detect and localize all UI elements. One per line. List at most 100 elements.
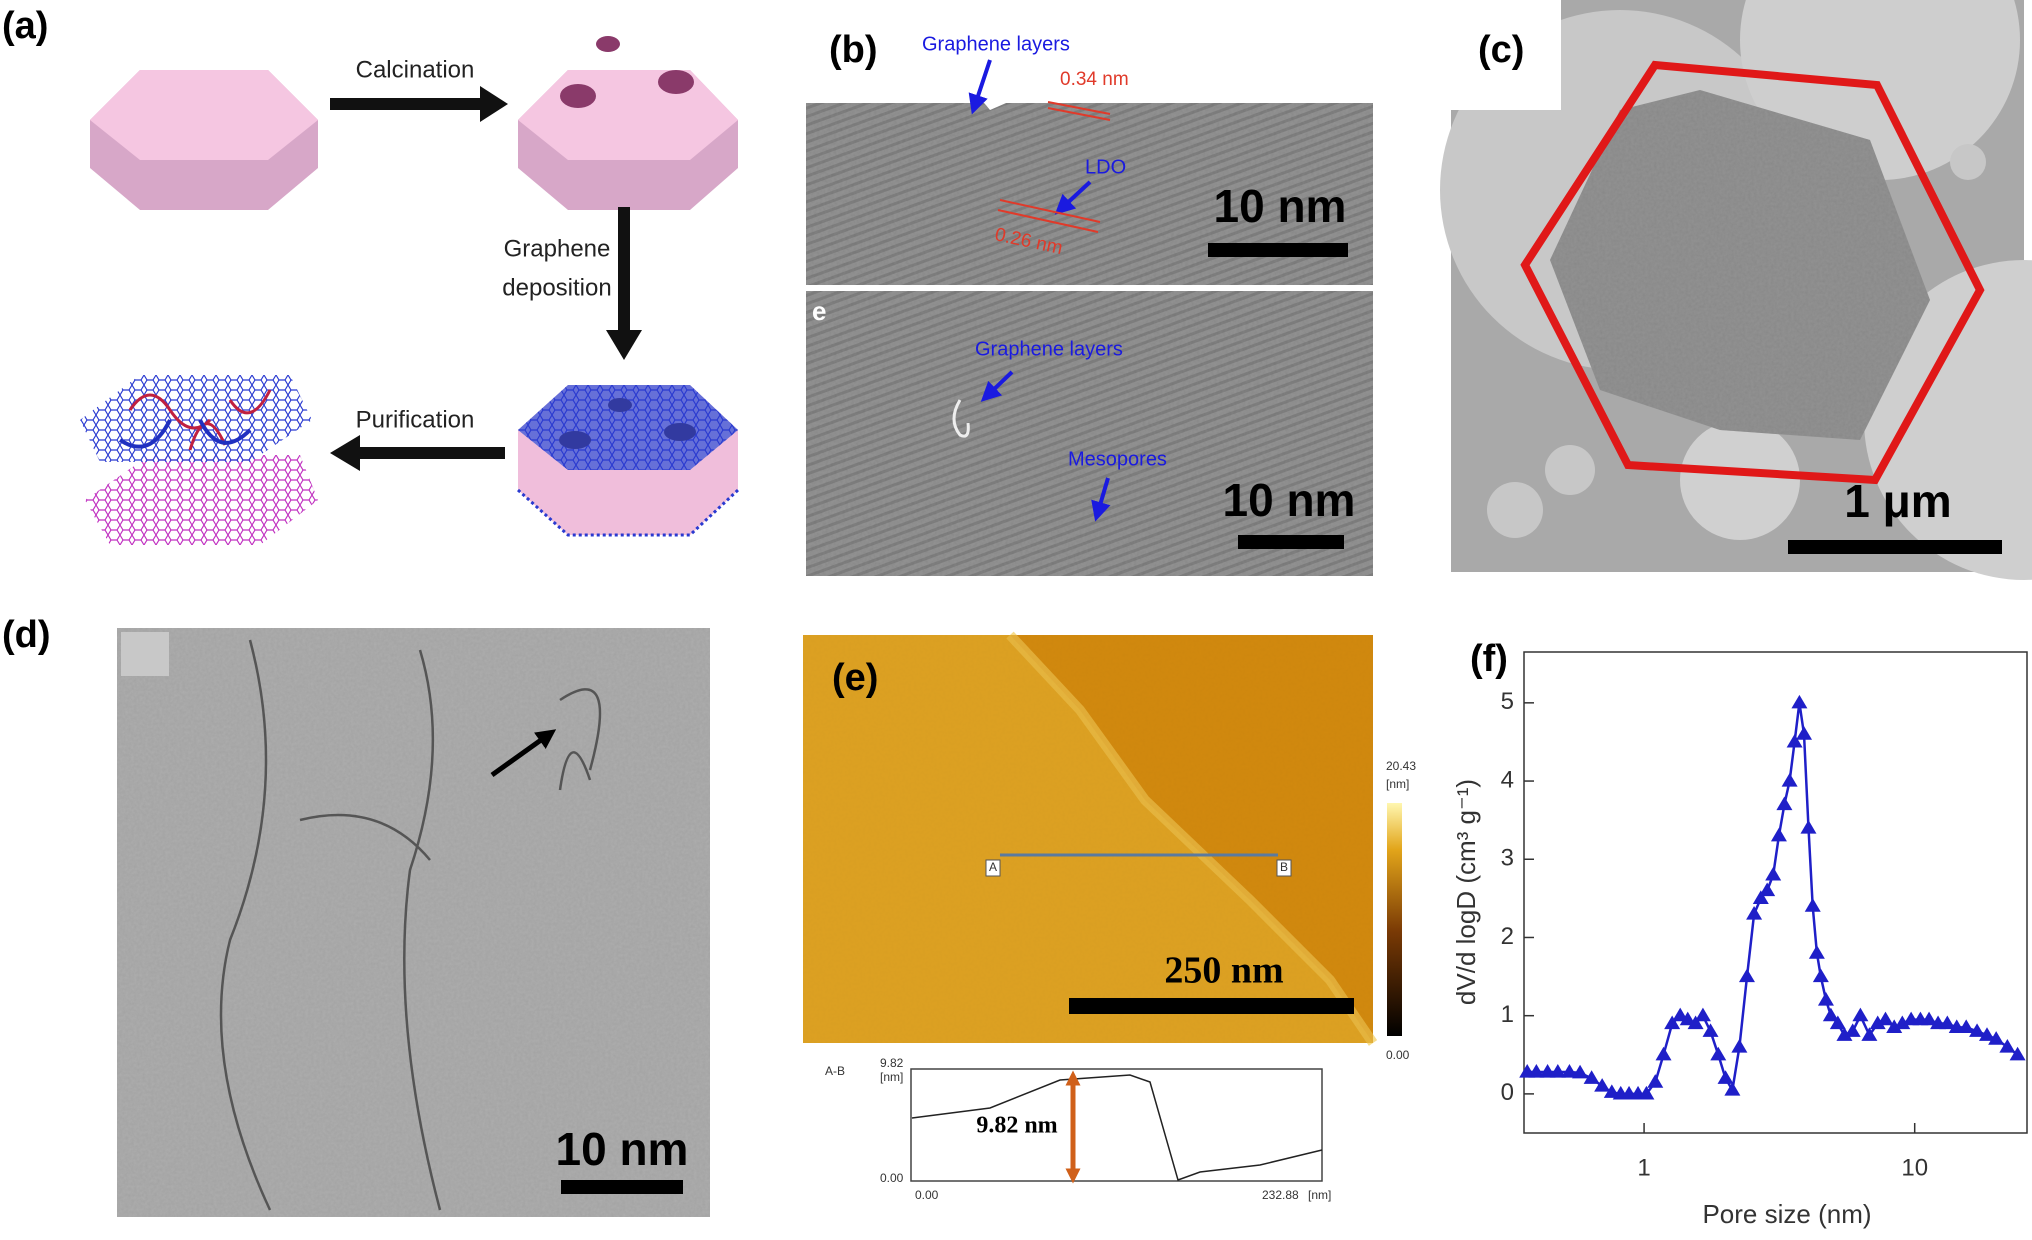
profile-tick: 0.00 bbox=[880, 1171, 904, 1185]
colorbar-label: 0.00 bbox=[1386, 1048, 1410, 1062]
tem-texture bbox=[806, 291, 1373, 576]
data-point bbox=[1710, 1046, 1727, 1061]
data-point bbox=[1861, 1027, 1878, 1041]
x-tick-label: 1 bbox=[1637, 1154, 1650, 1181]
pointer bbox=[968, 59, 992, 115]
porous-prism bbox=[518, 36, 738, 210]
data-point bbox=[1776, 796, 1793, 811]
hexagon-prism bbox=[90, 70, 318, 210]
panel-b: (b) Graphene layers 0.34 nm LDO 0.26 nm … bbox=[790, 0, 1373, 576]
colorbar-label: 20.43 bbox=[1386, 759, 1416, 773]
y-tick-label: 4 bbox=[1501, 766, 1514, 793]
hole bbox=[1680, 420, 1800, 540]
panel-label: (a) bbox=[2, 5, 48, 47]
data-point bbox=[1594, 1078, 1611, 1092]
data-point bbox=[1738, 968, 1755, 983]
arrow-head bbox=[480, 86, 508, 122]
pointer bbox=[980, 370, 1014, 402]
data-point bbox=[1822, 1007, 1839, 1022]
hole bbox=[1950, 144, 1986, 180]
sub-label: e bbox=[812, 296, 826, 326]
data-point bbox=[2009, 1046, 2026, 1061]
scale-label: 10 nm bbox=[556, 1123, 689, 1175]
line-end: A bbox=[989, 860, 997, 874]
hole bbox=[1545, 445, 1595, 495]
data-point bbox=[1638, 1085, 1655, 1100]
sheet-edge bbox=[219, 639, 602, 1211]
afm-texture bbox=[803, 635, 1373, 1043]
x-axis-label: Pore size (nm) bbox=[1702, 1199, 1871, 1229]
data-point bbox=[1702, 1023, 1719, 1037]
data-point bbox=[1572, 1064, 1589, 1079]
profile-tick: 9.82 bbox=[880, 1056, 904, 1070]
end-box bbox=[985, 859, 1001, 877]
panel-e: (e) A B 250 nm 20.43 [nm] 0.00 A-B 9.82 … bbox=[803, 631, 1416, 1202]
data-point bbox=[1679, 1011, 1696, 1026]
hexagon-outline bbox=[1520, 60, 1985, 485]
fringe-mark bbox=[997, 209, 1099, 233]
data-point bbox=[1939, 1015, 1956, 1030]
scale-bar bbox=[1069, 998, 1354, 1014]
data-point bbox=[1694, 1007, 1711, 1022]
plot-frame bbox=[1523, 651, 2028, 1134]
data-point bbox=[1817, 992, 1834, 1006]
data-point bbox=[1664, 1015, 1681, 1030]
scale-label: 1 μm bbox=[1844, 475, 1951, 527]
data-point bbox=[1561, 1063, 1578, 1078]
pointer bbox=[490, 729, 557, 778]
data-point bbox=[1979, 1027, 1996, 1041]
data-point bbox=[1765, 866, 1782, 881]
data-point bbox=[1759, 882, 1776, 897]
y-axis-label: dV/d logD (cm³ g⁻¹) bbox=[1451, 779, 1481, 1005]
y-tick-label: 1 bbox=[1501, 1001, 1514, 1028]
scale-label: 10 nm bbox=[1214, 180, 1347, 232]
scale-bar bbox=[561, 1180, 683, 1194]
marker-box bbox=[121, 632, 169, 676]
scale-bar bbox=[1238, 535, 1344, 549]
panel-label: (c) bbox=[1478, 29, 1524, 71]
label-box bbox=[1451, 0, 1561, 110]
hole bbox=[1487, 482, 1543, 538]
data-point bbox=[1800, 819, 1817, 834]
pointer bbox=[1054, 180, 1092, 215]
pointer bbox=[1091, 477, 1111, 522]
label-box bbox=[790, 0, 920, 100]
scale-label: 250 nm bbox=[1164, 950, 1283, 992]
scale-label: 10 nm bbox=[1223, 474, 1356, 526]
profile-tick: 232.88 bbox=[1262, 1188, 1299, 1202]
data-point bbox=[1770, 827, 1787, 842]
y-tick-label: 5 bbox=[1501, 688, 1514, 715]
data-point bbox=[1549, 1063, 1566, 1078]
fringe-mark bbox=[1047, 101, 1111, 115]
data-point bbox=[1852, 1007, 1869, 1022]
data-point bbox=[1717, 1070, 1734, 1084]
annotation: 0.34 nm bbox=[1060, 69, 1129, 90]
data-point bbox=[1999, 1038, 2016, 1053]
annotation: LDO bbox=[1085, 156, 1126, 178]
scale-bar bbox=[1788, 540, 2002, 554]
data-point bbox=[1731, 1038, 1748, 1053]
height-label: 9.82 nm bbox=[976, 1113, 1057, 1139]
data-line bbox=[1527, 702, 2019, 1096]
data-point bbox=[1812, 968, 1829, 983]
data-point bbox=[1844, 1023, 1861, 1037]
data-point bbox=[1921, 1011, 1938, 1026]
profile-tick: 0.00 bbox=[915, 1188, 939, 1202]
tem-texture bbox=[117, 628, 710, 1217]
panel-d: (d) 10 nm bbox=[2, 614, 710, 1217]
data-point bbox=[1886, 1019, 1903, 1034]
data-point bbox=[1804, 898, 1821, 912]
data-point bbox=[1724, 1081, 1741, 1096]
data-point bbox=[1877, 1011, 1894, 1026]
annotation: Mesopores bbox=[1068, 448, 1167, 470]
graphene-sheets bbox=[80, 375, 318, 545]
panel-label: (f) bbox=[1470, 638, 1508, 680]
panel-c: (c) 1 μm bbox=[1440, 0, 2032, 580]
data-point bbox=[1836, 1027, 1853, 1041]
fringe-mark bbox=[999, 199, 1101, 223]
panel-f: (f) Pore size (nm) dV/d logD (cm³ g⁻¹) 0… bbox=[1451, 638, 2028, 1229]
step-label: Calcination bbox=[356, 56, 475, 83]
colorbar bbox=[1387, 803, 1402, 1036]
profile-frame bbox=[910, 1068, 1323, 1182]
